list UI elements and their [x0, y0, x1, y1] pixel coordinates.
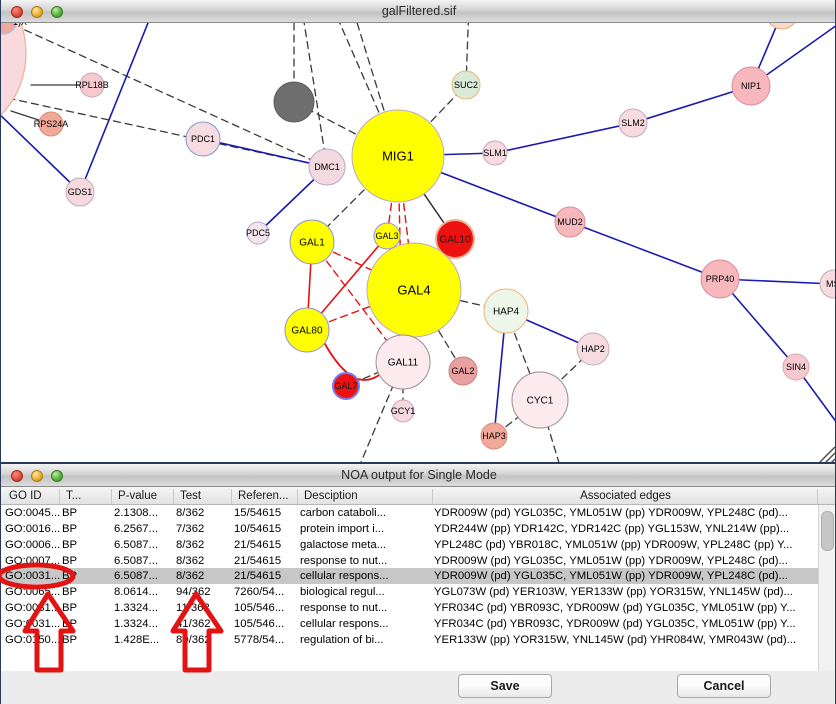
- svg-text:GCY1: GCY1: [391, 406, 416, 416]
- svg-text:GAL80: GAL80: [291, 326, 323, 337]
- svg-text:GAL7: GAL7: [334, 381, 357, 391]
- svg-text:PDC1: PDC1: [191, 134, 215, 144]
- svg-text:GAL2: GAL2: [451, 366, 474, 376]
- svg-text:RPL18B: RPL18B: [75, 80, 109, 90]
- svg-text:NIP1: NIP1: [741, 81, 761, 91]
- svg-text:SLM2: SLM2: [621, 118, 645, 128]
- svg-text:MUD2: MUD2: [557, 217, 583, 227]
- svg-text:HAP3: HAP3: [482, 431, 506, 441]
- svg-text:PRP40: PRP40: [706, 274, 735, 284]
- svg-text:MIG1: MIG1: [382, 149, 414, 164]
- svg-text:HAP4: HAP4: [493, 307, 520, 318]
- svg-text:SUC2: SUC2: [454, 80, 478, 90]
- svg-text:MSI: MSI: [826, 279, 836, 289]
- svg-text:GAL3: GAL3: [375, 231, 398, 241]
- svg-text:SIN4: SIN4: [786, 362, 806, 372]
- svg-text:GDS1: GDS1: [68, 187, 93, 197]
- svg-text:GAL4: GAL4: [397, 283, 430, 298]
- svg-text:DMC1: DMC1: [314, 162, 340, 172]
- svg-text:SLM1: SLM1: [483, 148, 507, 158]
- svg-text:CYC1: CYC1: [527, 396, 554, 407]
- svg-text:RPS24A: RPS24A: [34, 119, 69, 129]
- svg-text:GAL11: GAL11: [388, 358, 419, 369]
- svg-text:1)X: 1)X: [13, 23, 27, 27]
- svg-text:PDC5: PDC5: [246, 228, 270, 238]
- svg-text:GAL10: GAL10: [439, 235, 471, 246]
- svg-text:HAP2: HAP2: [581, 344, 605, 354]
- svg-text:GAL1: GAL1: [299, 238, 325, 249]
